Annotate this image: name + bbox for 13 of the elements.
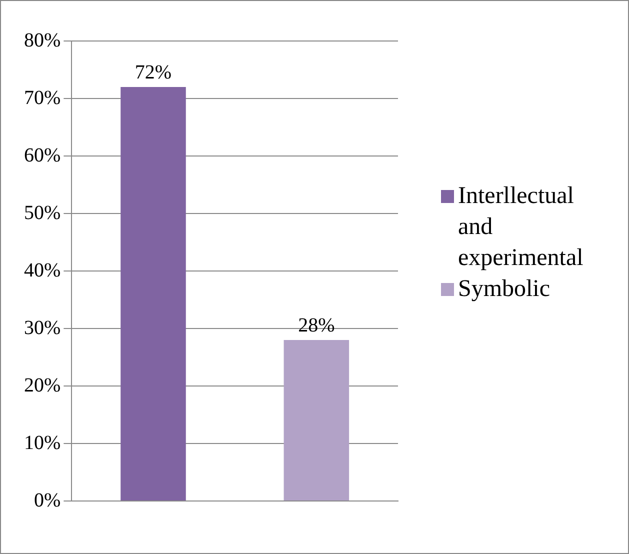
y-tick-label: 80% (24, 29, 61, 52)
y-tick-label: 50% (24, 202, 61, 224)
y-tick-label: 70% (24, 86, 61, 109)
y-tick-label: 40% (24, 259, 61, 282)
y-tick-label: 20% (24, 374, 61, 396)
y-tick-label: 0% (34, 489, 61, 512)
data-label: 72% (134, 61, 172, 84)
legend-label: Interllectual and experimental (458, 182, 584, 273)
legend-label: Symbolic (458, 275, 550, 304)
data-label: 28% (298, 314, 335, 336)
y-tick-label: 30% (24, 316, 61, 339)
y-tick-label: 10% (24, 432, 61, 454)
y-tick-label: 60% (24, 144, 61, 166)
